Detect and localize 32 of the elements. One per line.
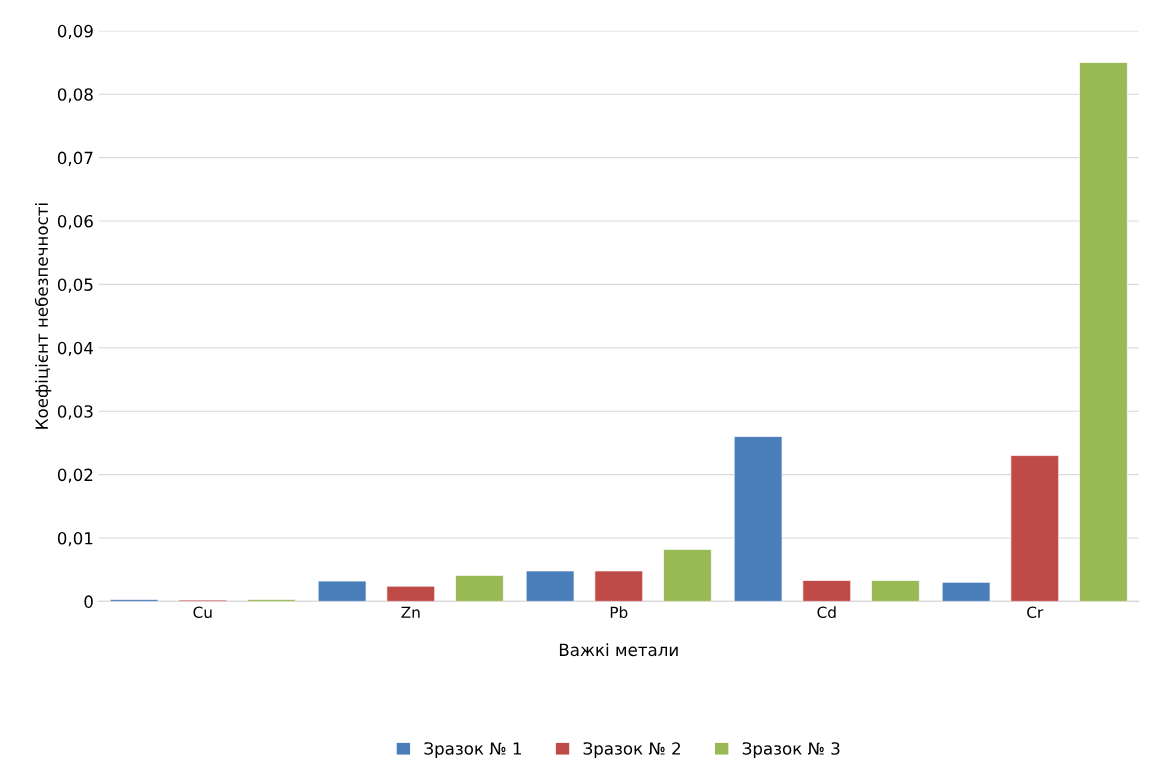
y-tick-label: 0,02	[57, 468, 93, 483]
bar	[802, 580, 852, 602]
legend-label: Зразок № 3	[742, 742, 840, 759]
bar	[941, 582, 991, 602]
bar	[386, 585, 436, 602]
x-tick-label: Pb	[610, 606, 628, 619]
bar	[455, 575, 504, 602]
bar	[663, 549, 712, 602]
y-tick-label: 0,09	[57, 24, 93, 40]
x-tick-label: Zn	[401, 606, 420, 618]
y-tick-label: 0,05	[57, 278, 93, 293]
bar	[525, 570, 575, 602]
y-tick-label: 0,06	[57, 214, 93, 230]
bar	[733, 436, 783, 602]
y-tick-label: 0,07	[57, 151, 93, 166]
y-axis-title: Коефіцієнт небезпечності	[34, 203, 52, 429]
bar	[594, 570, 644, 602]
y-tick-label: 0,01	[57, 531, 93, 547]
bar	[1010, 455, 1060, 602]
x-tick-label: Cr	[1027, 606, 1044, 619]
legend-label: Зразок № 2	[583, 742, 680, 759]
y-tick-label: 0,04	[57, 341, 93, 357]
bar	[1079, 62, 1128, 602]
legend-label: Зразок № 1	[424, 742, 521, 759]
x-tick-label: Cu	[193, 606, 212, 619]
bar	[871, 580, 920, 602]
bar	[317, 580, 367, 602]
x-tick-label: Cd	[817, 606, 836, 619]
y-tick-label: 0,08	[57, 88, 93, 103]
y-tick-label: 0	[84, 595, 93, 608]
x-axis-title: Важкі метали	[559, 643, 678, 657]
y-tick-label: 0,03	[57, 405, 93, 420]
